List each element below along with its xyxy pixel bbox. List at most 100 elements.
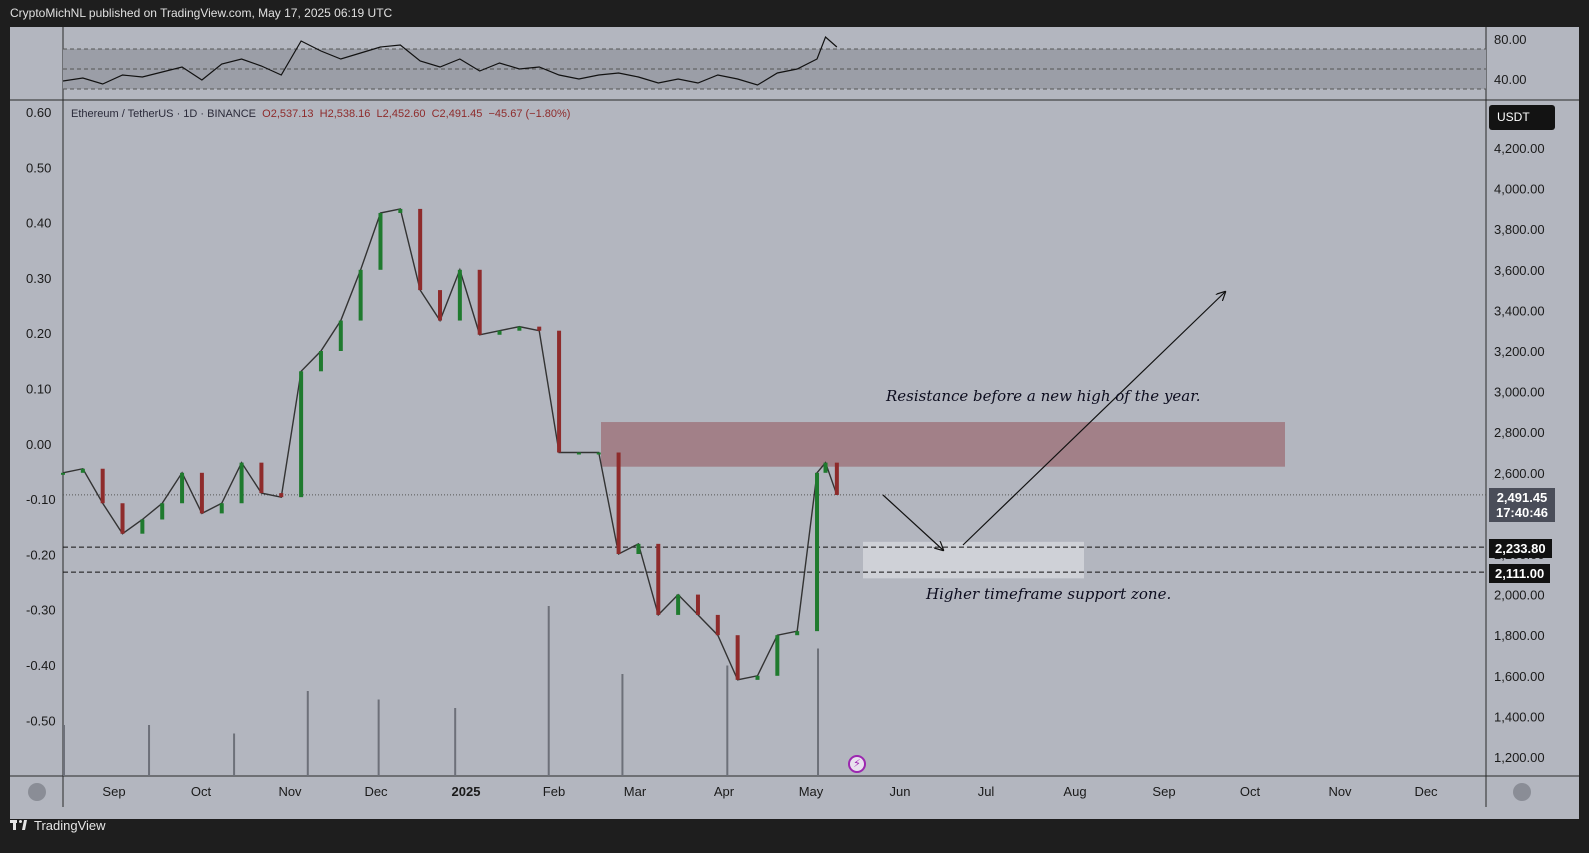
resistance-zone (601, 422, 1285, 467)
time-tick-7: Apr (714, 784, 735, 799)
candle (239, 462, 244, 504)
candle (834, 462, 839, 495)
volume-bar (547, 606, 550, 776)
candle (576, 452, 581, 455)
high-value: H2,538.16 (319, 108, 371, 120)
candle (517, 326, 522, 331)
low-value: L2,452.60 (376, 108, 426, 120)
oscillator-tick-0: 80.00 (1494, 32, 1527, 47)
candle (596, 452, 601, 455)
candle (318, 351, 323, 372)
candle (358, 269, 363, 321)
volume-bar (63, 725, 65, 776)
time-tick-5: Feb (543, 784, 565, 799)
time-tick-2: Nov (278, 784, 302, 799)
close-value: C2,491.45 (431, 108, 483, 120)
left-tick-0: 0.60 (26, 105, 51, 120)
left-tick-1: 0.50 (26, 160, 51, 175)
volume-bar (306, 691, 309, 776)
candle (715, 614, 720, 636)
volume-bar (454, 708, 457, 776)
time-tick-4: 2025 (452, 784, 481, 799)
level-tag-upper: 2,233.80 (1489, 539, 1552, 558)
current-price: 2,491.45 (1496, 490, 1548, 505)
candle (755, 675, 760, 680)
candle (775, 635, 780, 676)
candle (378, 212, 383, 270)
candle (80, 468, 85, 473)
time-tick-8: May (799, 784, 824, 799)
candle (160, 503, 165, 520)
time-tick-15: Dec (1414, 784, 1438, 799)
tradingview-logo: TradingView (10, 818, 106, 833)
time-tick-13: Oct (1240, 784, 1261, 799)
left-tick-6: 0.00 (26, 437, 51, 452)
time-tick-3: Dec (364, 784, 388, 799)
candle (636, 543, 641, 554)
price-tick-12: 1,800.00 (1494, 628, 1545, 643)
price-tick-11: 2,000.00 (1494, 588, 1545, 603)
left-tick-4: 0.20 (26, 326, 51, 341)
candle (180, 472, 185, 504)
volume-layer (63, 606, 820, 776)
price-tick-0: 4,200.00 (1494, 141, 1545, 156)
candle (61, 472, 65, 475)
candle (338, 320, 343, 351)
left-tick-2: 0.40 (26, 216, 51, 231)
candle (120, 503, 125, 534)
left-scroll-icon[interactable] (28, 783, 46, 801)
price-tick-13: 1,600.00 (1494, 669, 1545, 684)
price-tick-3: 3,600.00 (1494, 263, 1545, 278)
candle (735, 635, 740, 680)
time-tick-0: Sep (102, 784, 125, 799)
price-tick-6: 3,000.00 (1494, 385, 1545, 400)
left-tick-10: -0.40 (26, 658, 56, 673)
open-value: O2,537.13 (262, 108, 314, 120)
candle (259, 462, 264, 494)
price-tick-2: 3,800.00 (1494, 222, 1545, 237)
candle (477, 269, 482, 335)
price-line-layer (61, 208, 839, 681)
resistance-annotation: Resistance before a new high of the year… (886, 387, 1201, 405)
grid-layer (10, 27, 1579, 807)
symbol-name: Ethereum / TetherUS · 1D · BINANCE (71, 108, 257, 120)
candle (398, 208, 403, 213)
left-tick-3: 0.30 (26, 271, 51, 286)
oscillator-tick-1: 40.00 (1494, 72, 1527, 87)
price-tick-5: 3,200.00 (1494, 344, 1545, 359)
lightning-icon[interactable]: ⚡ (848, 755, 866, 773)
candle (676, 594, 681, 615)
candle (100, 468, 105, 504)
price-tick-1: 4,000.00 (1494, 182, 1545, 197)
left-tick-8: -0.20 (26, 547, 56, 562)
price-tick-14: 1,400.00 (1494, 709, 1545, 724)
left-tick-7: -0.10 (26, 492, 56, 507)
time-tick-12: Sep (1152, 784, 1175, 799)
time-tick-10: Jul (978, 784, 995, 799)
volume-bar (148, 725, 151, 776)
time-tick-6: Mar (624, 784, 647, 799)
candle (219, 503, 224, 514)
time-tick-9: Jun (890, 784, 911, 799)
candle (656, 543, 661, 615)
oscillator-panel: 80.00 40.00 (62, 32, 1527, 90)
candle (795, 631, 800, 636)
candle (199, 472, 204, 514)
candle (695, 594, 700, 615)
publisher-text: CryptoMichNL published on TradingView.co… (10, 6, 393, 20)
price-tick-7: 2,800.00 (1494, 425, 1545, 440)
volume-bar (726, 665, 729, 776)
candle (497, 330, 502, 335)
candle (140, 519, 145, 534)
volume-bar (377, 699, 380, 776)
axis-layer: 4,200.00 4,000.00 3,800.00 3,600.00 3,400.00… (26, 105, 1545, 799)
time-tick-11: Aug (1063, 784, 1086, 799)
candle (279, 493, 284, 498)
settings-icon[interactable] (1513, 783, 1531, 801)
publisher-header: CryptoMichNL published on TradingView.co… (0, 0, 1589, 27)
currency-badge[interactable]: USDT (1489, 105, 1555, 130)
candle (815, 472, 820, 632)
left-tick-5: 0.10 (26, 382, 51, 397)
support-annotation: Higher timeframe support zone. (926, 585, 1172, 603)
